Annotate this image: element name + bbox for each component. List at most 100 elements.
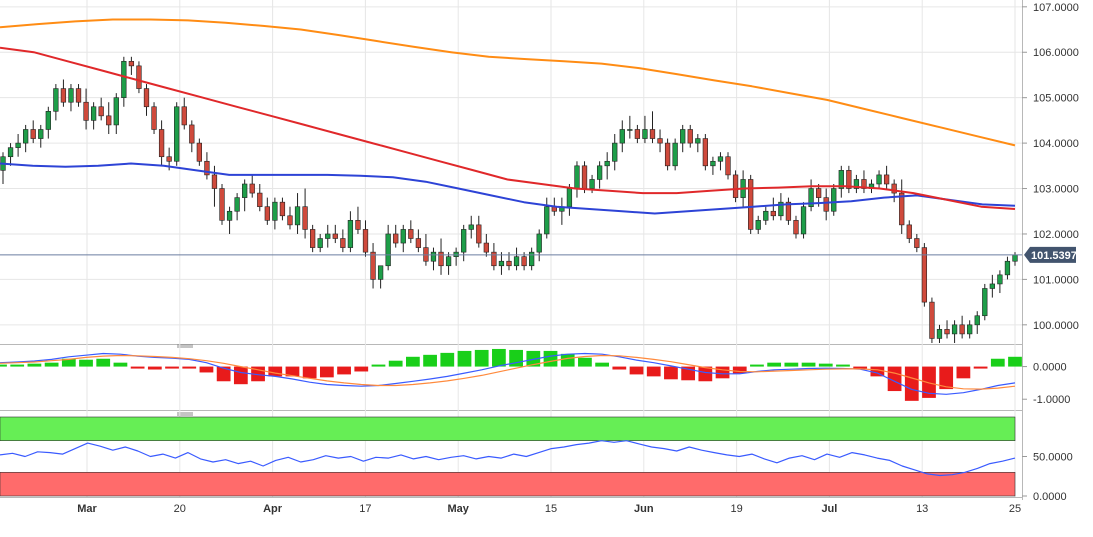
candle-body — [128, 61, 135, 67]
signal-line — [0, 354, 1016, 390]
candle-body — [770, 210, 776, 217]
candle-body — [778, 201, 784, 217]
candle-body — [793, 220, 799, 235]
candle-body — [831, 188, 837, 212]
candle-body — [717, 156, 724, 162]
rsi-oversold-band — [0, 471, 1016, 497]
candle-body — [7, 147, 14, 158]
candle-body — [272, 201, 278, 221]
macd-histogram-bar — [629, 366, 644, 375]
candle-body — [121, 61, 127, 98]
candle-body — [174, 106, 180, 162]
candle-body — [974, 315, 980, 326]
candle-body — [385, 233, 391, 267]
candle-body — [732, 174, 739, 198]
candle-body — [1004, 260, 1011, 276]
candle-body — [302, 206, 308, 230]
rsi-line — [0, 440, 1016, 477]
candle-body — [861, 179, 867, 189]
price-tick-label: 104.0000 — [1033, 138, 1079, 150]
candle-body — [642, 129, 648, 139]
macd-histogram-bar — [732, 366, 747, 374]
candle-body — [242, 183, 248, 198]
x-tick-label: 20 — [174, 503, 186, 515]
candle-body — [461, 229, 467, 253]
macd-histogram-bar — [406, 356, 420, 367]
candle-body — [1012, 254, 1018, 262]
macd-histogram-bar — [233, 366, 248, 385]
candle-body — [634, 129, 641, 139]
candle-body — [906, 224, 912, 239]
macd-histogram-bar — [79, 359, 93, 367]
macd-histogram-bar — [750, 364, 764, 367]
candle-body — [491, 251, 497, 267]
sma-fast-line — [0, 46, 1016, 210]
macd-histogram-bar — [543, 350, 558, 367]
candle-body — [106, 115, 112, 126]
macd-histogram-bar — [182, 366, 197, 369]
grid — [0, 0, 1027, 497]
macd-histogram-bar — [818, 363, 833, 367]
candle-body — [899, 192, 905, 226]
macd-histogram-bar — [595, 362, 609, 367]
candle-body — [15, 142, 21, 148]
candle-body — [355, 220, 361, 230]
candle-body — [90, 106, 97, 121]
candle-body — [226, 210, 233, 221]
candle-body — [445, 256, 452, 267]
price-tick-label: 100.0000 — [1033, 320, 1079, 332]
candle-body — [664, 142, 671, 167]
sma-mid-line — [0, 162, 1016, 215]
candle-body — [310, 229, 316, 248]
candle-body — [68, 88, 74, 103]
candle-body — [362, 229, 369, 253]
candle-body — [98, 106, 104, 117]
candle-body — [294, 206, 301, 226]
macd-histogram-bar — [956, 366, 971, 379]
price-candles — [0, 56, 1018, 343]
macd-histogram-bar — [0, 364, 7, 367]
candle-body — [589, 179, 595, 189]
candle-body — [672, 142, 678, 167]
macd-histogram-bar — [560, 353, 575, 367]
candle-body — [521, 256, 527, 267]
macd-histogram-bar — [990, 358, 1005, 367]
candle-body — [574, 165, 580, 189]
x-tick-label: Mar — [77, 503, 97, 515]
candle-body — [438, 251, 444, 267]
candle-body — [30, 129, 36, 139]
candle-body — [60, 88, 67, 103]
macd-histogram-bar — [337, 366, 351, 375]
x-tick-label: Apr — [263, 503, 283, 515]
candle-body — [340, 238, 346, 248]
rsi-overbought-band — [0, 416, 1016, 442]
candle-body — [876, 174, 882, 185]
candle-body — [347, 220, 354, 248]
macd-histogram-bar — [922, 366, 936, 398]
macd-histogram-bar — [457, 350, 472, 367]
price-tick-label: 103.0000 — [1033, 184, 1079, 196]
candle-body — [838, 170, 844, 189]
last-price-badge — [1024, 246, 1076, 263]
candle-body — [430, 251, 437, 262]
candle-body — [143, 88, 150, 108]
candle-body — [219, 188, 225, 221]
candle-body — [377, 265, 384, 280]
last-price-label: 101.5397 — [1031, 250, 1077, 262]
candle-body — [748, 179, 754, 230]
macd-tick-label: 0.0000 — [1033, 362, 1067, 374]
price-tick-label: 101.0000 — [1033, 274, 1079, 286]
candle-body — [158, 129, 165, 158]
macd-histogram-bar — [147, 366, 162, 370]
candle-body — [800, 206, 807, 235]
candle-body — [415, 238, 422, 248]
macd-histogram-bar — [767, 362, 782, 367]
macd-histogram-bar — [96, 358, 111, 367]
macd-histogram-bar — [130, 366, 145, 369]
macd-tick-label: -1.0000 — [1033, 394, 1070, 406]
candle-body — [785, 201, 792, 221]
candle-body — [619, 129, 625, 144]
candle-body — [883, 174, 890, 185]
candle-body — [823, 197, 829, 212]
